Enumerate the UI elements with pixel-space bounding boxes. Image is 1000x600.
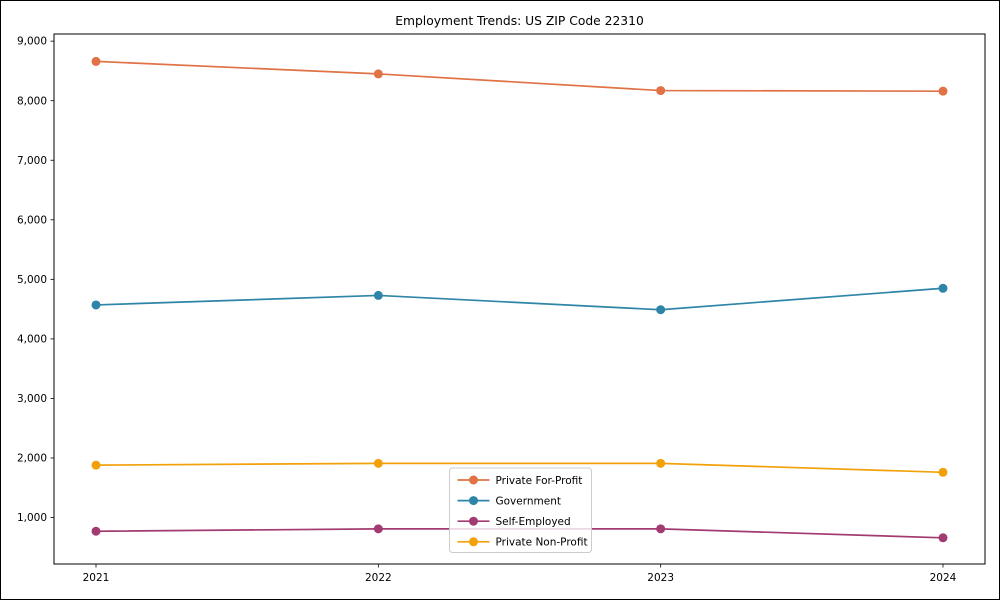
series-private-for-profit <box>91 56 948 96</box>
data-point <box>91 460 101 470</box>
data-point <box>373 290 383 300</box>
data-point <box>938 283 948 293</box>
y-tick-label: 7,000 <box>17 155 47 167</box>
data-point <box>91 526 101 536</box>
data-point <box>91 300 101 310</box>
x-axis: 2021 2022 2023 2024 <box>83 564 957 584</box>
legend-marker <box>469 475 478 485</box>
y-tick-label: 1,000 <box>17 512 47 524</box>
data-point <box>373 458 383 468</box>
legend-marker <box>469 537 478 547</box>
data-point <box>656 524 666 534</box>
data-point <box>91 56 101 66</box>
data-point <box>938 86 948 96</box>
x-tick-label: 2024 <box>930 572 957 584</box>
chart-title: Employment Trends: US ZIP Code 22310 <box>395 14 644 28</box>
y-tick-label: 8,000 <box>17 95 47 107</box>
data-point <box>656 458 666 468</box>
series-line <box>95 462 944 474</box>
data-point <box>373 524 383 534</box>
y-tick-label: 5,000 <box>17 274 47 286</box>
legend-label: Private Non-Profit <box>496 537 588 549</box>
y-tick-label: 3,000 <box>17 393 47 405</box>
y-tick-label: 2,000 <box>17 453 47 465</box>
y-tick-label: 6,000 <box>17 214 47 226</box>
legend-marker <box>469 516 478 526</box>
x-tick-label: 2021 <box>83 572 110 584</box>
data-point <box>938 533 948 543</box>
legend-label: Private For-Profit <box>496 475 583 487</box>
legend-label: Self-Employed <box>496 516 571 528</box>
series-private-non-profit <box>91 458 948 477</box>
legend-marker <box>469 496 478 506</box>
y-axis: 1,000 2,000 3,000 4,000 5,000 6,000 7,000 8,000… <box>17 36 54 524</box>
series-line <box>95 60 944 93</box>
legend-box <box>449 467 592 553</box>
data-point <box>938 467 948 477</box>
x-tick-label: 2023 <box>647 572 674 584</box>
data-point <box>656 86 666 96</box>
legend-label: Government <box>496 495 561 507</box>
plot-frame <box>53 33 986 565</box>
y-tick-label: 4,000 <box>17 333 47 345</box>
data-point <box>656 305 666 315</box>
y-tick-label: 9,000 <box>17 36 47 48</box>
x-tick-label: 2022 <box>365 572 392 584</box>
series-line <box>95 287 944 311</box>
legend: Private For-Profit Government Self-Employe… <box>449 467 592 553</box>
data-point <box>373 69 383 79</box>
series-government <box>91 283 948 315</box>
